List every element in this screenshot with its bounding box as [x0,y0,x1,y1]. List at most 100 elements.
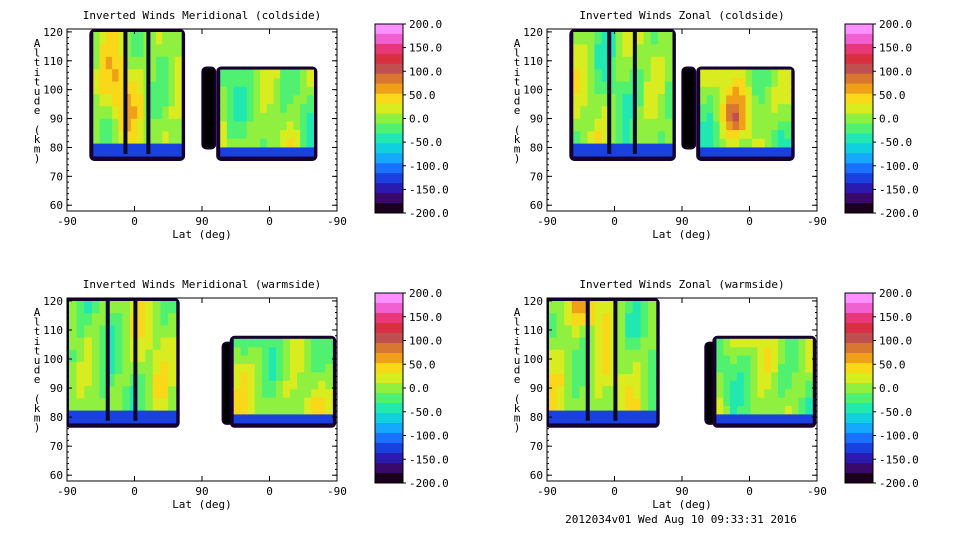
contour-cell [632,313,641,326]
contour-cell [732,138,740,148]
colorbar-label: 100.0 [879,65,912,78]
contour-cell [105,56,113,70]
colorbar-swatch [375,63,403,75]
contour-cell [726,86,734,96]
contour-cell [168,118,176,132]
contour-cell [137,118,145,132]
contour-cell [564,374,573,387]
contour-cell [160,398,169,412]
contour-cell [174,143,182,157]
contour-cell [805,338,813,348]
contour-cell [124,143,132,157]
contour-cell [764,397,772,407]
contour-cell [549,386,558,400]
contour-cell [276,338,284,348]
contour-cell [764,69,772,79]
contour-cell [700,130,708,140]
contour-cell [625,349,634,363]
contour-cell [156,94,163,107]
contour-cell [300,95,308,105]
contour-cell [632,398,641,412]
contour-cell [220,121,228,131]
colorbar-label: -150.0 [409,453,449,466]
colorbar-swatch [375,173,403,184]
contour-cell [240,338,249,348]
contour-cell [293,78,301,88]
contour-cell [168,32,176,45]
contour-cell [730,364,738,373]
contour-band [146,32,151,154]
contour-cell [304,355,312,365]
contour-cell [149,69,157,83]
contour-cell [643,131,652,145]
contour-cell [632,349,641,363]
contour-cell [632,361,641,375]
contour-cell [579,398,588,412]
contour-cell [293,147,301,157]
contour-cell [162,32,170,45]
contour-cell [791,414,800,424]
contour-cell [571,301,581,314]
contour-cell [286,112,295,122]
contour-cell [122,398,131,412]
colorbar-swatch [845,173,873,184]
contour-cell [168,386,177,400]
contour-cell [700,112,708,122]
contour-cell [601,56,610,70]
contour-cell [233,364,242,373]
contour-cell [549,301,558,314]
contour-cell [99,361,108,375]
contour-cell [99,313,108,326]
contour-cell [226,69,235,79]
contour-cell [240,95,248,105]
contour-cell [784,112,792,122]
contour-cell [732,112,740,122]
contour-cell [617,313,626,326]
colorbar-swatch [845,393,873,404]
contour-cell [122,374,131,387]
colorbar-swatch [845,363,873,374]
contour-cell [280,112,288,122]
contour-cell [84,374,93,387]
contour-cell [69,325,78,339]
colorbar-swatch [375,53,403,65]
y-tick-label: 100 [523,353,543,366]
colorbar-swatch [375,323,403,334]
contour-cell [777,130,785,140]
contour-cell [716,347,724,357]
contour-cell [571,398,581,412]
contour-cell [311,406,319,415]
contour-cell [632,386,641,400]
contour-cell [247,347,256,357]
colorbar-label: 100.0 [409,65,442,78]
contour-cell [791,406,800,415]
contour-band [613,301,618,421]
y-tick-label: 90 [50,382,63,395]
contour-cell [233,130,241,140]
x-axis-label: Lat (deg) [172,498,232,511]
contour-cell [152,349,161,363]
contour-cell [657,94,666,107]
x-tick-label: -90 [57,485,77,498]
contour-cell [268,389,277,399]
contour-cell [805,372,813,382]
contour-cell [168,313,177,326]
contour-cell [266,78,275,88]
contour-cell [556,386,565,400]
contour-cell [76,313,85,326]
contour-cell [573,81,581,95]
contour-cell [304,364,312,373]
contour-cell [160,349,169,363]
region-strip [223,343,232,423]
contour-cell [716,389,724,399]
contour-cell [549,361,558,375]
contour-cell [745,121,753,131]
y-tick-label: 110 [523,324,543,337]
contour-cell [602,337,611,351]
colorbar-swatch [845,413,873,424]
colorbar-swatch [375,413,403,424]
contour-cell [233,414,242,424]
contour-cell [93,69,101,83]
contour-cell [791,372,800,382]
